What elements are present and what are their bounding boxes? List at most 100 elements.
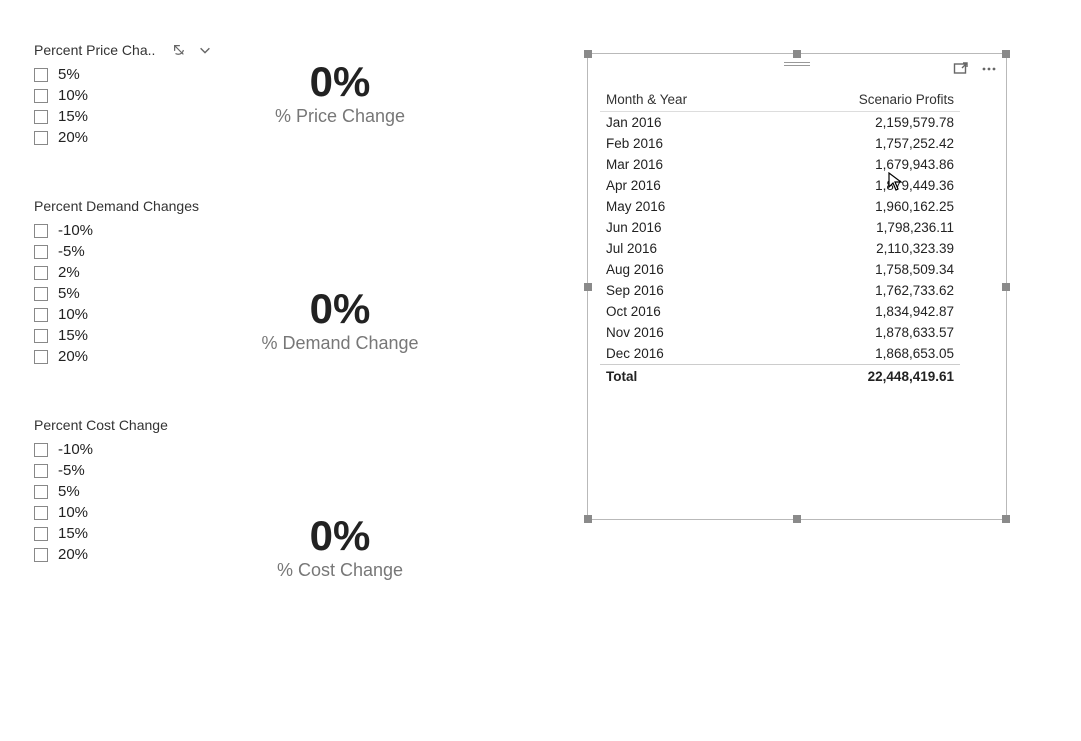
checkbox-icon[interactable] <box>34 266 48 280</box>
table-cell: Jun 2016 <box>600 217 767 238</box>
card-value: 0% <box>200 60 480 104</box>
slicer-item-label: 20% <box>58 546 88 563</box>
checkbox-icon[interactable] <box>34 110 48 124</box>
slicer-item-label: 15% <box>58 327 88 344</box>
resize-handle-icon[interactable] <box>1002 283 1010 291</box>
resize-handle-icon[interactable] <box>793 515 801 523</box>
visual-toolbar <box>952 60 998 78</box>
slicer-item-label: 5% <box>58 285 80 302</box>
slicer-item-label: -10% <box>58 441 93 458</box>
column-header[interactable]: Scenario Profits <box>767 88 960 112</box>
table-row[interactable]: May 20161,960,162.25 <box>600 196 960 217</box>
resize-handle-icon[interactable] <box>584 515 592 523</box>
checkbox-icon[interactable] <box>34 224 48 238</box>
checkbox-icon[interactable] <box>34 329 48 343</box>
table-row[interactable]: Feb 20161,757,252.42 <box>600 133 960 154</box>
checkbox-icon[interactable] <box>34 245 48 259</box>
table-cell: 2,159,579.78 <box>767 112 960 134</box>
table-row[interactable]: Apr 20161,879,449.36 <box>600 175 960 196</box>
table-visual[interactable]: Month & Year Scenario Profits Jan 20162,… <box>587 53 1007 520</box>
table-cell: 1,679,943.86 <box>767 154 960 175</box>
checkbox-icon[interactable] <box>34 350 48 364</box>
table-cell: 1,762,733.62 <box>767 280 960 301</box>
table-row[interactable]: Jan 20162,159,579.78 <box>600 112 960 134</box>
card-value: 0% <box>200 287 480 331</box>
table-row[interactable]: Jul 20162,110,323.39 <box>600 238 960 259</box>
table-row[interactable]: Jun 20161,798,236.11 <box>600 217 960 238</box>
slicer-item-label: 5% <box>58 66 80 83</box>
column-header[interactable]: Month & Year <box>600 88 767 112</box>
table-row[interactable]: Nov 20161,878,633.57 <box>600 322 960 343</box>
checkbox-icon[interactable] <box>34 485 48 499</box>
slicer-item-label: 10% <box>58 306 88 323</box>
resize-handle-icon[interactable] <box>1002 515 1010 523</box>
table-cell: 2,110,323.39 <box>767 238 960 259</box>
checkbox-icon[interactable] <box>34 527 48 541</box>
checkbox-icon[interactable] <box>34 308 48 322</box>
more-options-icon[interactable] <box>980 60 998 78</box>
table-row[interactable]: Aug 20161,758,509.34 <box>600 259 960 280</box>
profits-table: Month & Year Scenario Profits Jan 20162,… <box>600 88 960 387</box>
slicer-item-label: 10% <box>58 87 88 104</box>
table-cell: 1,834,942.87 <box>767 301 960 322</box>
checkbox-icon[interactable] <box>34 68 48 82</box>
table-cell: Aug 2016 <box>600 259 767 280</box>
table-cell: Sep 2016 <box>600 280 767 301</box>
table-cell: Oct 2016 <box>600 301 767 322</box>
slicer-item-label: 15% <box>58 525 88 542</box>
table-row[interactable]: Mar 20161,679,943.86 <box>600 154 960 175</box>
slicer-item-label: 10% <box>58 504 88 521</box>
checkbox-icon[interactable] <box>34 464 48 478</box>
checkbox-icon[interactable] <box>34 89 48 103</box>
resize-handle-icon[interactable] <box>584 50 592 58</box>
drag-handle-icon[interactable] <box>784 62 810 66</box>
slicer-item-label: 5% <box>58 483 80 500</box>
resize-handle-icon[interactable] <box>793 50 801 58</box>
table-cell: 1,878,633.57 <box>767 322 960 343</box>
checkbox-icon[interactable] <box>34 548 48 562</box>
slicer-item-label: 15% <box>58 108 88 125</box>
slicer-item-label: -5% <box>58 243 85 260</box>
card-panel: 0% % Price Change 0% % Demand Change 0% … <box>200 50 480 741</box>
slicer-item-label: 2% <box>58 264 80 281</box>
slicer-title: Percent Price Cha.. <box>34 42 164 58</box>
focus-mode-icon[interactable] <box>952 60 970 78</box>
resize-handle-icon[interactable] <box>584 283 592 291</box>
clear-selection-icon[interactable] <box>172 43 186 57</box>
table-cell: Jan 2016 <box>600 112 767 134</box>
slicer-item-label: -5% <box>58 462 85 479</box>
table-cell: Total <box>600 365 767 388</box>
resize-handle-icon[interactable] <box>1002 50 1010 58</box>
table-cell: 1,868,653.05 <box>767 343 960 365</box>
table-cell: Mar 2016 <box>600 154 767 175</box>
table-cell: Nov 2016 <box>600 322 767 343</box>
table-cell: 1,758,509.34 <box>767 259 960 280</box>
table-cell: 1,879,449.36 <box>767 175 960 196</box>
table-total-row: Total22,448,419.61 <box>600 365 960 388</box>
card-demand-change: 0% % Demand Change <box>200 287 480 354</box>
checkbox-icon[interactable] <box>34 131 48 145</box>
table-cell: 1,960,162.25 <box>767 196 960 217</box>
checkbox-icon[interactable] <box>34 287 48 301</box>
table-cell: 22,448,419.61 <box>767 365 960 388</box>
table-cell: May 2016 <box>600 196 767 217</box>
table-cell: Dec 2016 <box>600 343 767 365</box>
card-value: 0% <box>200 514 480 558</box>
table-cell: Apr 2016 <box>600 175 767 196</box>
table-row[interactable]: Dec 20161,868,653.05 <box>600 343 960 365</box>
card-price-change: 0% % Price Change <box>200 60 480 127</box>
slicer-item-label: -10% <box>58 222 93 239</box>
table-header-row: Month & Year Scenario Profits <box>600 88 960 112</box>
table-cell: 1,798,236.11 <box>767 217 960 238</box>
table-row[interactable]: Oct 20161,834,942.87 <box>600 301 960 322</box>
checkbox-icon[interactable] <box>34 506 48 520</box>
card-label: % Demand Change <box>200 333 480 354</box>
card-cost-change: 0% % Cost Change <box>200 514 480 581</box>
slicer-item-label: 20% <box>58 129 88 146</box>
table-cell: 1,757,252.42 <box>767 133 960 154</box>
table-row[interactable]: Sep 20161,762,733.62 <box>600 280 960 301</box>
card-label: % Price Change <box>200 106 480 127</box>
table-cell: Jul 2016 <box>600 238 767 259</box>
checkbox-icon[interactable] <box>34 443 48 457</box>
table-cell: Feb 2016 <box>600 133 767 154</box>
